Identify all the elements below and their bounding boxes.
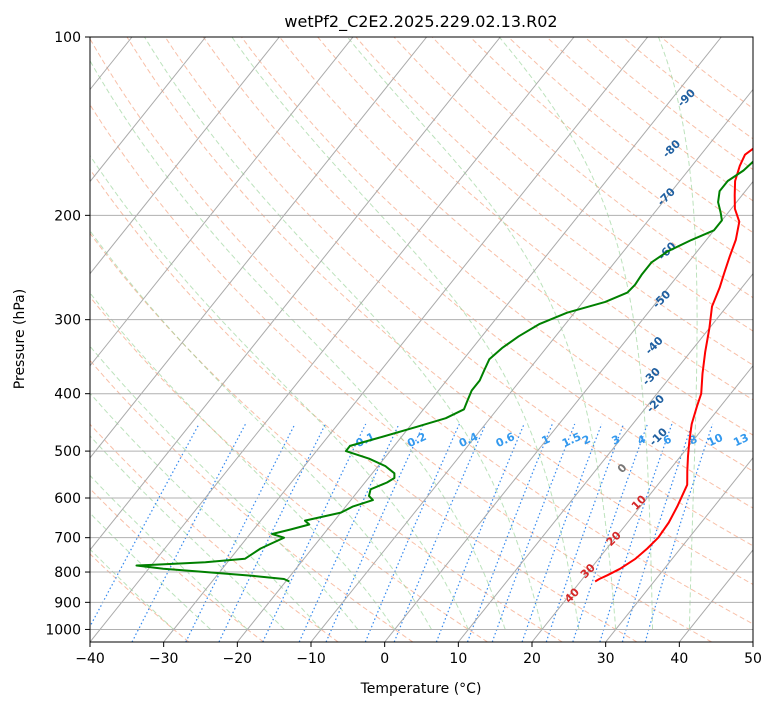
dry-adiabat: [90, 168, 638, 642]
dry-adiabat: [393, 37, 753, 332]
x-tick-label: 30: [597, 651, 615, 667]
mixing-ratio-label: 10: [706, 431, 726, 449]
mixing-ratio-line: [364, 423, 460, 642]
background-lines: [90, 37, 753, 642]
dry-adiabat: [355, 37, 753, 366]
isotherm: [384, 180, 753, 642]
dry-adiabat: [202, 37, 753, 509]
y-tick-label: 1000: [45, 622, 81, 638]
isotherm: [90, 37, 280, 275]
isotherm: [90, 37, 501, 551]
x-tick-label: −20: [223, 651, 253, 667]
y-tick-label: 100: [54, 30, 81, 46]
mixing-ratio-line: [491, 423, 576, 642]
y-tick-label: 200: [54, 208, 81, 224]
dry-adiabat: [164, 37, 753, 547]
chart-title: wetPf2_C2E2.2025.229.02.13.R02: [284, 12, 557, 32]
moist-adiabat: [231, 37, 580, 630]
isotherm: [90, 37, 207, 183]
mixing-ratio-line: [90, 423, 200, 628]
moist-adiabat: [90, 392, 322, 630]
y-tick-label: 900: [54, 595, 81, 611]
moist-adiabat: [498, 37, 653, 630]
mixing-ratio-label: 13: [731, 431, 750, 449]
isotherm: [90, 37, 428, 459]
isotherm: [90, 37, 575, 642]
x-tick-label: 0: [380, 651, 389, 667]
mixing-ratio-line: [131, 423, 247, 642]
x-tick-label: −30: [149, 651, 179, 667]
isotherm: [457, 272, 753, 642]
moist-adiabat: [90, 512, 211, 630]
dry-adiabat: [279, 37, 753, 436]
dry-adiabat: [90, 37, 753, 625]
moist-adiabat: [90, 59, 506, 630]
x-axis-label: Temperature (°C): [360, 681, 482, 697]
x-tick-label: 10: [449, 651, 467, 667]
isotherm: [310, 88, 753, 642]
y-axis-label: Pressure (hPa): [12, 289, 28, 389]
dry-adiabat: [90, 296, 488, 642]
mixing-ratio-line: [545, 423, 625, 642]
dry-adiabat: [90, 103, 712, 642]
mixing-ratio-line: [185, 423, 296, 642]
isotherm: [605, 457, 753, 642]
dry-adiabat: [90, 553, 190, 642]
temperature-profile: [594, 147, 753, 583]
sounding-profiles: [135, 147, 753, 583]
mixing-ratio-line: [218, 423, 327, 642]
moist-adiabat: [90, 229, 432, 630]
dry-adiabat: [90, 423, 339, 642]
mixing-ratio-line: [325, 423, 425, 642]
x-tick-label: 40: [670, 651, 688, 667]
y-tick-label: 500: [54, 444, 81, 460]
dry-adiabat: [241, 37, 753, 472]
y-tick-label: 700: [54, 531, 81, 547]
y-tick-label: 800: [54, 565, 81, 581]
mixing-ratio-line: [466, 423, 553, 642]
y-tick-label: 400: [54, 387, 81, 403]
isotherm: [531, 364, 753, 642]
moist-adiabat: [658, 37, 698, 630]
x-tick-label: −40: [75, 651, 105, 667]
plot-frame: [89, 36, 754, 643]
mixing-ratio-line: [298, 423, 400, 642]
dry-adiabat: [90, 487, 264, 642]
moist-adiabat: [90, 292, 396, 630]
isotherm: [90, 37, 354, 367]
x-tick-label: −10: [296, 651, 326, 667]
isotherm: [163, 37, 649, 642]
moist-adiabat: [90, 345, 359, 630]
x-tick-label: 50: [744, 651, 762, 667]
dewpoint-profile: [135, 160, 753, 583]
isotherm: [236, 37, 722, 642]
mixing-ratio-line: [262, 423, 367, 642]
moist-adiabat: [347, 37, 617, 630]
mixing-ratio-line: [393, 423, 487, 642]
x-tick-label: 20: [523, 651, 541, 667]
y-axis-ticks: 100 200 300 400 500 600 700 800 900 1000: [45, 30, 90, 638]
mixing-ratio-line: [435, 423, 525, 642]
dry-adiabat: [431, 37, 753, 299]
y-tick-label: 600: [54, 491, 81, 507]
y-tick-label: 300: [54, 313, 81, 329]
x-axis-ticks: −40 −30 −20 −10 0 10 20 30 40 50: [75, 642, 762, 667]
mixing-ratio-line: [521, 423, 603, 642]
moist-adiabat: [90, 435, 285, 630]
moist-adiabat: [144, 37, 543, 630]
